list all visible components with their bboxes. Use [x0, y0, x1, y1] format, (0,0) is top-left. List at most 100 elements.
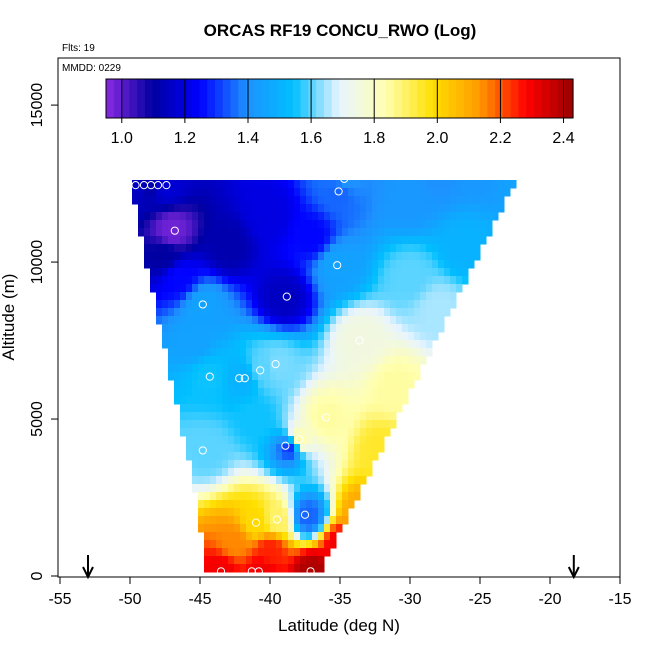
- heatmap-cell: [270, 212, 277, 221]
- heatmap-cell: [324, 220, 331, 229]
- heatmap-cell: [468, 188, 475, 197]
- heatmap-cell: [288, 324, 295, 333]
- heatmap-cell: [438, 324, 445, 333]
- heatmap-cell: [414, 276, 421, 285]
- heatmap-cell: [402, 380, 409, 389]
- heatmap-cell: [402, 340, 409, 349]
- heatmap-cell: [426, 308, 433, 317]
- heatmap-cell: [192, 404, 199, 413]
- heatmap-cell: [378, 308, 385, 317]
- heatmap-cell: [192, 468, 199, 477]
- heatmap-cell: [300, 564, 307, 573]
- colorbar-segment: [393, 79, 403, 118]
- heatmap-cell: [258, 292, 265, 301]
- heatmap-cell: [192, 484, 199, 493]
- heatmap-cell: [246, 212, 253, 221]
- heatmap-cell: [432, 308, 439, 317]
- heatmap-cell: [360, 396, 367, 405]
- heatmap-cell: [210, 460, 217, 469]
- heatmap-cell: [336, 228, 343, 237]
- heatmap-cell: [204, 212, 211, 221]
- flights-label: Flts: 19: [62, 43, 95, 54]
- heatmap-cell: [354, 316, 361, 325]
- heatmap-cell: [408, 244, 415, 253]
- heatmap-cell: [204, 436, 211, 445]
- heatmap-cell: [144, 236, 151, 245]
- heatmap-cell: [240, 340, 247, 349]
- heatmap-cell: [288, 180, 295, 189]
- heatmap-cell: [354, 228, 361, 237]
- heatmap-cell: [300, 204, 307, 213]
- heatmap-cell: [234, 300, 241, 309]
- heatmap-cell: [324, 228, 331, 237]
- heatmap-cell: [264, 540, 271, 549]
- heatmap-cell: [222, 428, 229, 437]
- heatmap-cell: [210, 228, 217, 237]
- heatmap-cell: [330, 380, 337, 389]
- heatmap-cell: [354, 388, 361, 397]
- heatmap-cell: [246, 364, 253, 373]
- colorbar-segment: [113, 79, 123, 118]
- heatmap-cell: [222, 324, 229, 333]
- heatmap-cell: [282, 468, 289, 477]
- heatmap-cell: [246, 284, 253, 293]
- heatmap-cell: [198, 436, 205, 445]
- heatmap-cell: [438, 212, 445, 221]
- heatmap-cell: [384, 324, 391, 333]
- heatmap-cell: [402, 212, 409, 221]
- heatmap-cell: [240, 428, 247, 437]
- heatmap-cell: [414, 292, 421, 301]
- heatmap-cell: [426, 220, 433, 229]
- heatmap-cell: [294, 220, 301, 229]
- heatmap-cell: [282, 452, 289, 461]
- heatmap-cell: [180, 396, 187, 405]
- heatmap-cell: [168, 348, 175, 357]
- heatmap-cell: [222, 564, 229, 573]
- heatmap-cell: [390, 196, 397, 205]
- heatmap-cell: [186, 452, 193, 461]
- heatmap-cell: [270, 508, 277, 517]
- heatmap-cell: [414, 340, 421, 349]
- heatmap-cell: [456, 244, 463, 253]
- heatmap-cell: [240, 452, 247, 461]
- heatmap-cell: [198, 204, 205, 213]
- heatmap-cell: [366, 300, 373, 309]
- heatmap-cell: [210, 452, 217, 461]
- heatmap-cell: [318, 492, 325, 501]
- heatmap-cell: [216, 212, 223, 221]
- heatmap-cell: [414, 188, 421, 197]
- heatmap-cell: [252, 452, 259, 461]
- heatmap-cell: [372, 188, 379, 197]
- heatmap-cell: [360, 292, 367, 301]
- heatmap-cell: [276, 460, 283, 469]
- heatmap-cell: [186, 228, 193, 237]
- heatmap-cell: [378, 244, 385, 253]
- heatmap-cell: [306, 292, 313, 301]
- heatmap-cell: [222, 260, 229, 269]
- heatmap-cell: [216, 404, 223, 413]
- heatmap-cell: [396, 244, 403, 253]
- heatmap-cell: [390, 212, 397, 221]
- heatmap-cell: [294, 444, 301, 453]
- heatmap-cell: [360, 340, 367, 349]
- heatmap-cell: [156, 276, 163, 285]
- heatmap-cell: [222, 476, 229, 485]
- heatmap-cell: [480, 180, 487, 189]
- heatmap-cell: [480, 236, 487, 245]
- heatmap-cell: [258, 404, 265, 413]
- heatmap-cell: [246, 428, 253, 437]
- heatmap-cell: [264, 468, 271, 477]
- heatmap-cell: [396, 364, 403, 373]
- heatmap-cell: [414, 204, 421, 213]
- heatmap-cell: [336, 236, 343, 245]
- heatmap-cell: [378, 332, 385, 341]
- heatmap-cell: [258, 284, 265, 293]
- heatmap-cell: [294, 308, 301, 317]
- heatmap-cell: [258, 196, 265, 205]
- heatmap-cell: [192, 356, 199, 365]
- heatmap-cell: [234, 188, 241, 197]
- heatmap-cell: [222, 308, 229, 317]
- heatmap-cell: [342, 380, 349, 389]
- heatmap-cell: [234, 244, 241, 253]
- heatmap-cell: [228, 180, 235, 189]
